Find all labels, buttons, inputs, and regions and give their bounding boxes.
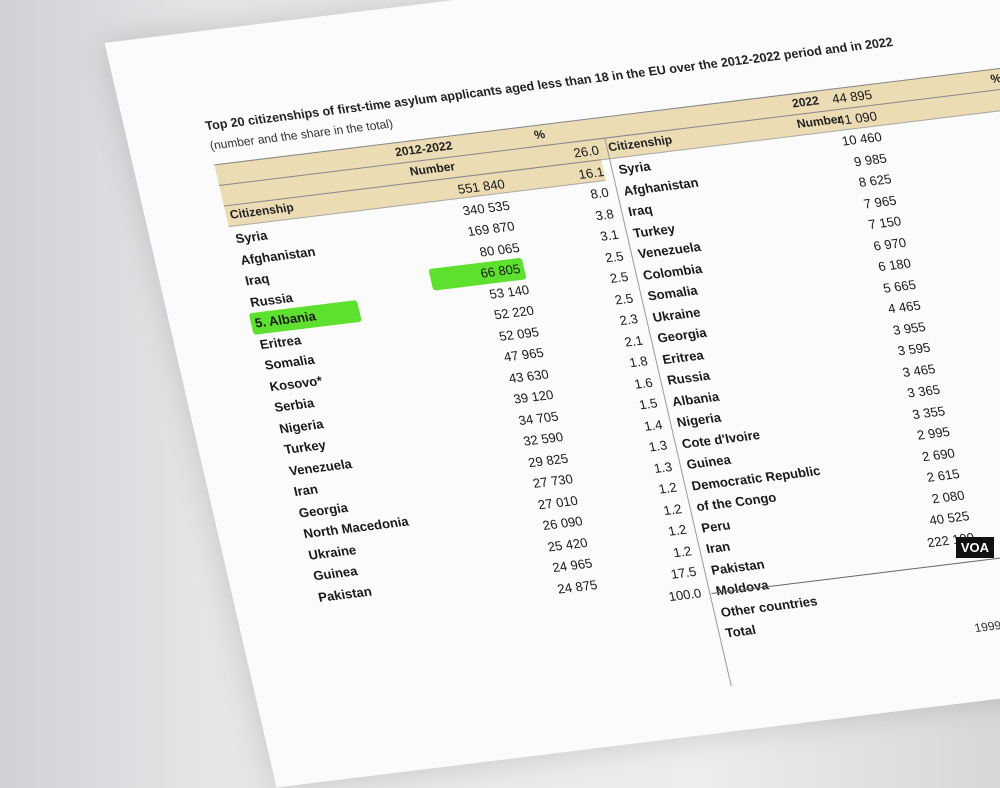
footnote: 1999 and the ICJ Opinion on the Kosovo d… xyxy=(973,593,1000,636)
percent-cell: 20.2 xyxy=(984,42,1000,69)
document-page: Top 20 citizenships of first-time asylum… xyxy=(104,0,1000,788)
percent-cell: 100.0 xyxy=(666,584,703,604)
left-names-column: Syria Afghanistan Iraq Russia 5. Albania Erit… xyxy=(233,216,425,608)
voa-logo: VOA xyxy=(955,537,994,558)
